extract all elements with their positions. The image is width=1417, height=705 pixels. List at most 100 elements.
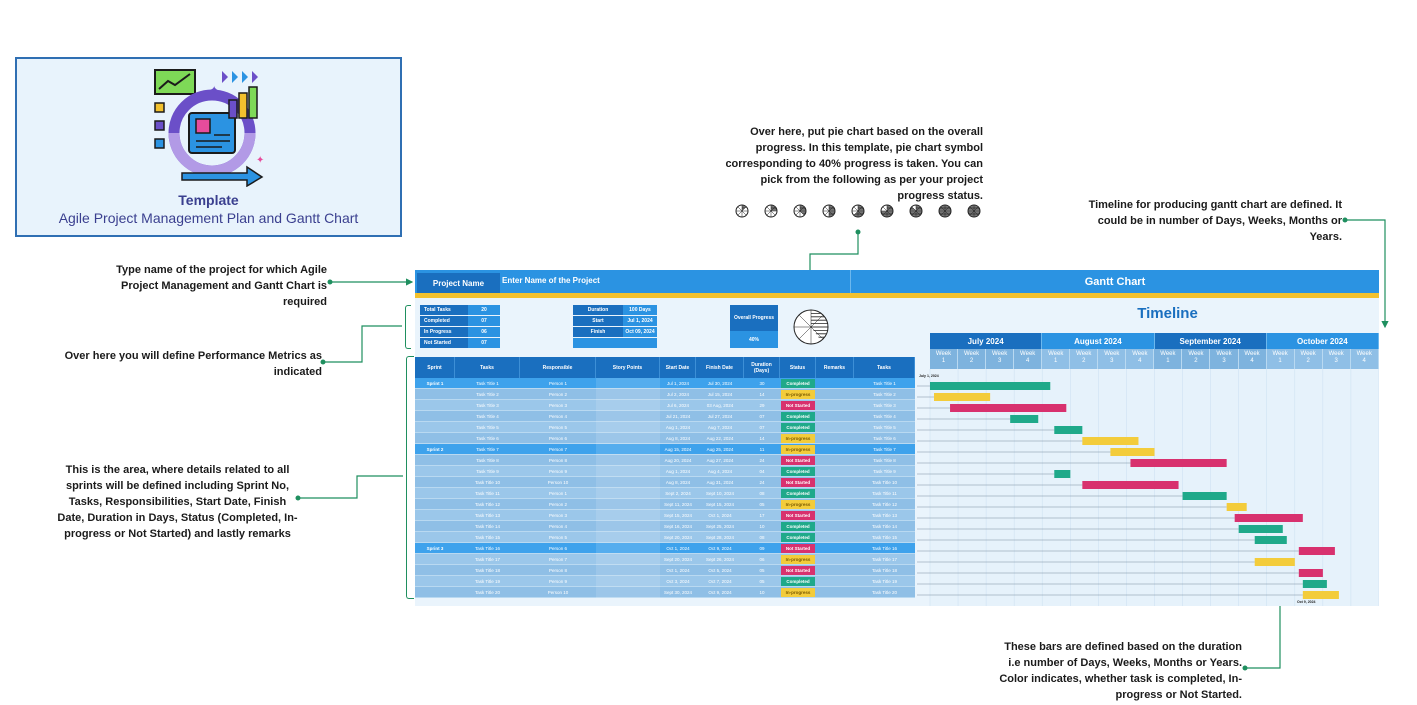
svg-text:✦: ✦ — [256, 155, 264, 166]
cell-remarks — [816, 455, 854, 466]
table-row: Task Title 14 Person 4 Sept 16, 2024 Sept 2… — [415, 521, 915, 532]
project-name-input[interactable]: Enter Name of the Project — [502, 276, 600, 285]
cell-status: In-progress — [780, 433, 816, 444]
cell-finish: Aug 25, 2024 — [706, 447, 734, 452]
cell-dur: 05 — [759, 568, 765, 573]
template-card: ✦ ✦ Template Agile Project Management Pl… — [15, 57, 402, 237]
cell-person: Person 10 — [547, 590, 569, 595]
cell-remarks — [816, 532, 854, 543]
cell-task: Task Title 13 — [474, 513, 500, 518]
cell-remarks — [816, 565, 854, 576]
cell-dur: 06 — [759, 557, 765, 562]
week-header: Week 1 — [930, 349, 959, 369]
overall-progress-label: Overall Progress — [730, 305, 778, 331]
metric-label: In Progress — [420, 327, 468, 337]
pie-options — [735, 204, 981, 218]
schedule-row-empty — [573, 338, 657, 348]
week-header: Week 4 — [1126, 349, 1155, 369]
cell-dur: 24 — [759, 458, 765, 463]
cell-start: Jul 2, 2024 — [666, 392, 690, 397]
status-badge: Not Started — [781, 456, 815, 465]
cell-sprint — [415, 532, 455, 543]
cell-task: Task Title 10 — [474, 480, 500, 485]
gantt-weeks: Week 1 Week 2 Week 3 Week 4 Week 1 Week 2 Week 3 Week 4… — [930, 349, 1379, 369]
week-header: Week 2 — [1182, 349, 1211, 369]
cell-finish: Oct 7, 2024 — [708, 579, 732, 584]
week-header: Week 3 — [986, 349, 1015, 369]
cell-dur: 07 — [759, 414, 765, 419]
metric-row: Total Tasks 20 — [420, 305, 501, 315]
week-number: 3 — [1222, 358, 1226, 364]
cell-task: Task Title 11 — [475, 491, 500, 496]
cell-status: In-progress — [780, 587, 816, 598]
overall-pie-fill — [793, 309, 829, 345]
cell-start: Oct 3, 2024 — [666, 579, 690, 584]
table-row: Task Title 13 Person 3 Sept 15, 2024 Oct 1,… — [415, 510, 915, 521]
cell-task: Task Title 7 — [476, 447, 499, 452]
cell-sp — [596, 521, 660, 532]
cell-task2: Task Title 10 — [871, 480, 897, 485]
cell-finish: Jul 15, 2024 — [707, 392, 733, 397]
status-badge: Completed — [781, 533, 815, 542]
cell-person: Person 5 — [548, 425, 567, 430]
cell-sp — [596, 532, 660, 543]
cell-sp — [596, 565, 660, 576]
week-number: 2 — [1306, 358, 1310, 364]
pie-annotation: Over here, put pie chart based on the ov… — [725, 126, 983, 202]
cell-start: Sept 15, 2024 — [663, 513, 693, 518]
cell-task2: Task Title 19 — [871, 579, 897, 584]
week-label: Week — [992, 351, 1008, 357]
cell-sprint — [415, 389, 455, 400]
cell-start: Aug 20, 2024 — [664, 458, 692, 463]
cell-remarks — [816, 587, 854, 598]
metric-label: Completed — [420, 316, 468, 326]
gantt-bar — [1234, 514, 1303, 522]
cell-person: Person 3 — [548, 403, 567, 408]
status-badge: Completed — [781, 577, 815, 586]
cell-sp — [596, 433, 660, 444]
week-header: Week 1 — [1266, 349, 1295, 369]
metric-label: Total Tasks — [420, 305, 468, 315]
month-header: August 2024 — [1042, 333, 1155, 349]
cell-finish: Oct 1, 2024 — [708, 513, 732, 518]
week-label: Week — [1076, 351, 1092, 357]
table-row: Task Title 11 Person 1 Sept 2, 2024 Sept 10… — [415, 488, 915, 499]
cell-task: Task Title 18 — [474, 568, 500, 573]
cell-start: Jul 1, 2024 — [666, 381, 690, 386]
week-header: Week 2 — [958, 349, 987, 369]
week-label: Week — [1328, 351, 1344, 357]
template-subtitle: Agile Project Management Plan and Gantt … — [58, 210, 359, 226]
week-header: Week 3 — [1210, 349, 1239, 369]
cell-finish: Jul 30, 2024 — [707, 381, 733, 386]
cell-sprint — [415, 488, 455, 499]
cell-person: Person 8 — [548, 568, 567, 573]
gantt-bar — [1130, 459, 1227, 467]
cell-start: Oct 1, 2024 — [666, 568, 690, 573]
metric-row: Not Started 07 — [420, 338, 501, 348]
week-header: Week 1 — [1042, 349, 1071, 369]
schedule-label: Duration — [573, 305, 623, 315]
cell-sprint — [415, 565, 455, 576]
cell-start: Sept 16, 2024 — [663, 524, 693, 529]
cell-person: Person 9 — [548, 469, 567, 474]
cell-sp — [596, 466, 660, 477]
cell-task: Task Title 1 — [476, 381, 499, 386]
cell-dur: 14 — [759, 436, 765, 441]
cell-start: Aug 15, 2024 — [664, 447, 692, 452]
cell-task2: Task Title 14 — [871, 524, 897, 529]
cell-person: Person 1 — [548, 491, 567, 496]
week-header: Week 4 — [1238, 349, 1267, 369]
cell-sp — [596, 543, 660, 554]
cell-start: Sept 11, 2024 — [664, 502, 692, 507]
metric-value: 06 — [468, 327, 500, 337]
template-title: Template — [178, 192, 239, 208]
cell-person: Person 6 — [548, 546, 567, 551]
cell-remarks — [816, 400, 854, 411]
header-bar — [415, 270, 1379, 293]
gantt-bars: July 1, 2024 Oct 9, 2024 — [917, 369, 1379, 606]
pie-option-7 — [909, 204, 923, 218]
cell-person: Person 8 — [548, 458, 567, 463]
cell-sp — [596, 455, 660, 466]
cell-status: Completed — [780, 422, 816, 433]
